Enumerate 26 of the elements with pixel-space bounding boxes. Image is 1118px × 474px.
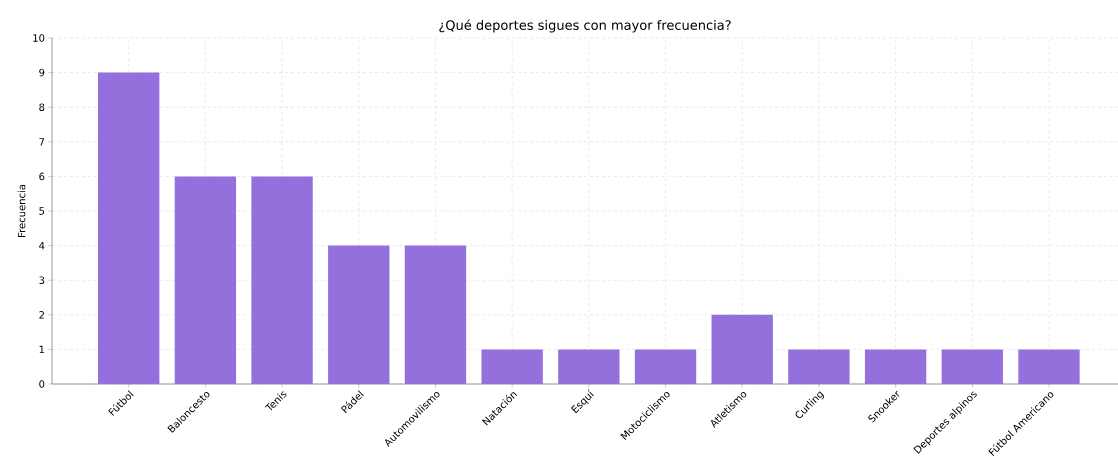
y-tick-label: 9 <box>39 68 45 77</box>
bar <box>1018 349 1080 384</box>
bar <box>98 72 160 384</box>
y-tick-label: 0 <box>39 380 45 388</box>
bar <box>481 349 543 384</box>
bar <box>634 349 697 384</box>
chart-title: ¿Qué deportes sigues con mayor frecuencia? <box>439 19 731 33</box>
bar <box>251 176 313 384</box>
y-tick-label: 8 <box>39 103 45 111</box>
bar <box>404 245 467 384</box>
y-tick-label: 4 <box>39 241 45 250</box>
y-tick-label: 1 <box>39 345 45 354</box>
bar <box>788 349 850 384</box>
bar <box>174 176 237 384</box>
y-tick-label: 2 <box>39 311 44 319</box>
y-tick-label: 7 <box>39 138 45 146</box>
bar <box>941 349 1003 384</box>
bar <box>711 314 773 384</box>
y-tick-label: 6 <box>39 172 45 181</box>
bar <box>328 245 390 384</box>
y-tick-label: 10 <box>33 34 45 42</box>
y-tick-label: 3 <box>39 276 45 284</box>
y-axis-title: Frecuencia <box>17 185 26 237</box>
bar <box>864 349 927 384</box>
y-tick-label: 5 <box>39 207 45 215</box>
bar <box>558 349 620 384</box>
